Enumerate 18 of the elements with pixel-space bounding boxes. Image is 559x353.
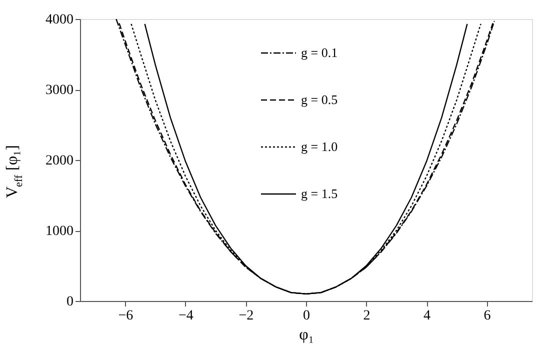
y-tick-label: 4000: [46, 12, 74, 28]
x-tick-label: 6: [484, 308, 491, 324]
y-tick-label: 2000: [46, 154, 74, 168]
x-axis-title: φ₁: [299, 326, 314, 344]
y-tick-label: 0: [66, 294, 74, 310]
x-tick-label: 0: [303, 308, 310, 324]
y-axis-title: Veff[φ₁]: [4, 145, 25, 198]
y-tick-label: 3000: [46, 83, 74, 98]
x-tick-label: −2: [238, 308, 254, 324]
legend-label: g = 0.5: [301, 92, 338, 107]
x-tick-label: 4: [424, 308, 431, 324]
x-tick-label: −4: [178, 308, 194, 324]
x-tick-label: 2: [363, 308, 370, 324]
x-tick-label: −6: [118, 308, 134, 324]
legend-label: g = 0.1: [301, 45, 338, 60]
y-tick-label: 1000: [46, 224, 74, 239]
legend-label: g = 1.5: [301, 186, 338, 201]
legend-label: g = 1.0: [301, 139, 338, 154]
